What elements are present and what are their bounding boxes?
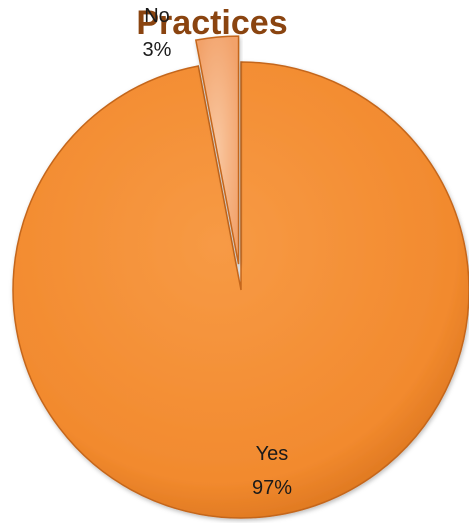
slice-value-no: 3% xyxy=(143,39,172,61)
slice-value-yes: 97% xyxy=(252,477,292,499)
slice-label-no: No xyxy=(144,5,170,27)
pie-slice-no xyxy=(194,35,240,265)
chart-title: Practices xyxy=(136,4,287,42)
pie-slice-yes xyxy=(12,61,469,519)
slice-label-yes: Yes xyxy=(256,443,289,465)
pie-slices xyxy=(12,35,469,519)
